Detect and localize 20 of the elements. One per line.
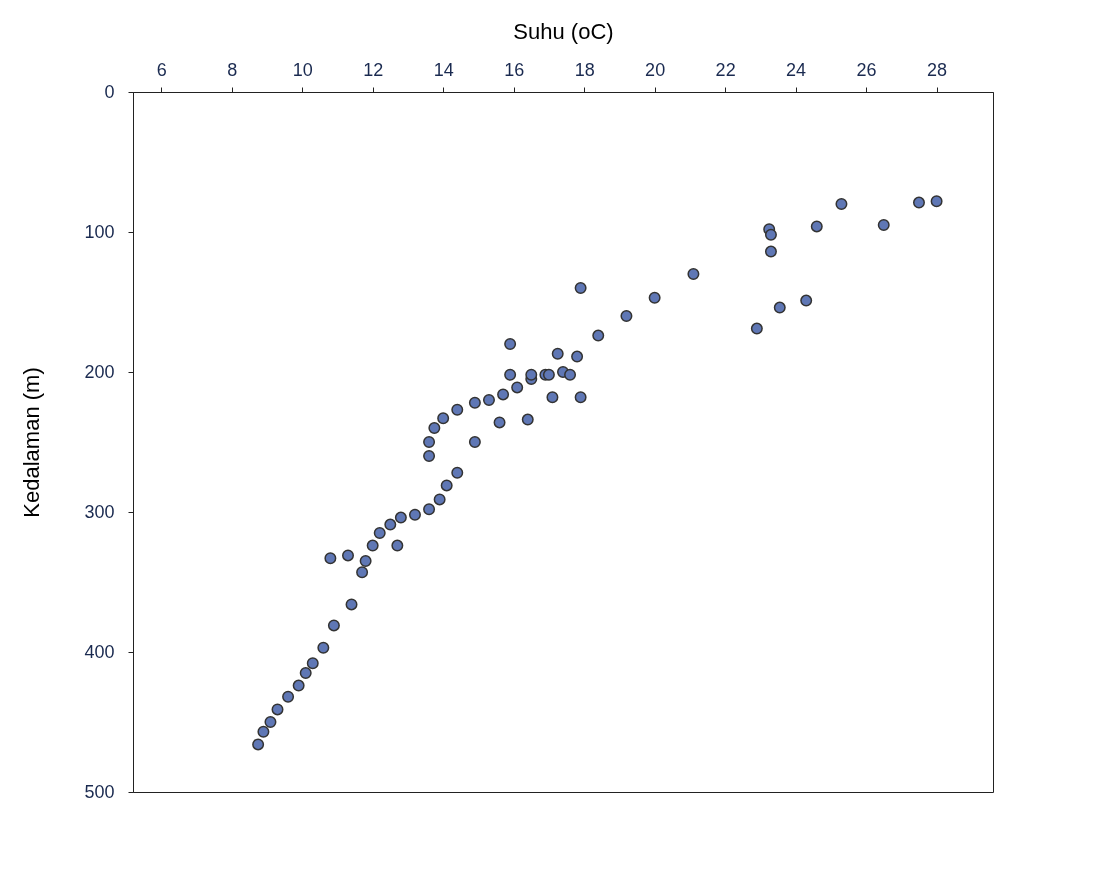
x-tick-label: 6 bbox=[156, 59, 167, 80]
x-axis-title: Suhu (oC) bbox=[513, 18, 614, 44]
y-axis-title: Kedalaman (m) bbox=[19, 367, 45, 518]
x-tick-label: 12 bbox=[363, 59, 384, 80]
y-tick-label: 100 bbox=[84, 221, 115, 242]
y-tick-label: 400 bbox=[84, 641, 115, 662]
x-tick-label: 22 bbox=[715, 59, 736, 80]
x-tick-label: 14 bbox=[433, 59, 454, 80]
y-tick-label: 200 bbox=[84, 361, 115, 382]
x-tick-label: 28 bbox=[927, 59, 948, 80]
y-tick-label: 300 bbox=[84, 501, 115, 522]
x-tick-label: 18 bbox=[574, 59, 595, 80]
y-tick-label: 500 bbox=[84, 781, 115, 802]
x-tick-label: 10 bbox=[292, 59, 313, 80]
x-tick-label: 8 bbox=[227, 59, 238, 80]
y-tick-label: 0 bbox=[104, 81, 115, 102]
x-tick-label: 20 bbox=[645, 59, 666, 80]
x-tick-label: 26 bbox=[856, 59, 877, 80]
x-tick-label: 24 bbox=[786, 59, 807, 80]
x-tick-label: 16 bbox=[504, 59, 525, 80]
